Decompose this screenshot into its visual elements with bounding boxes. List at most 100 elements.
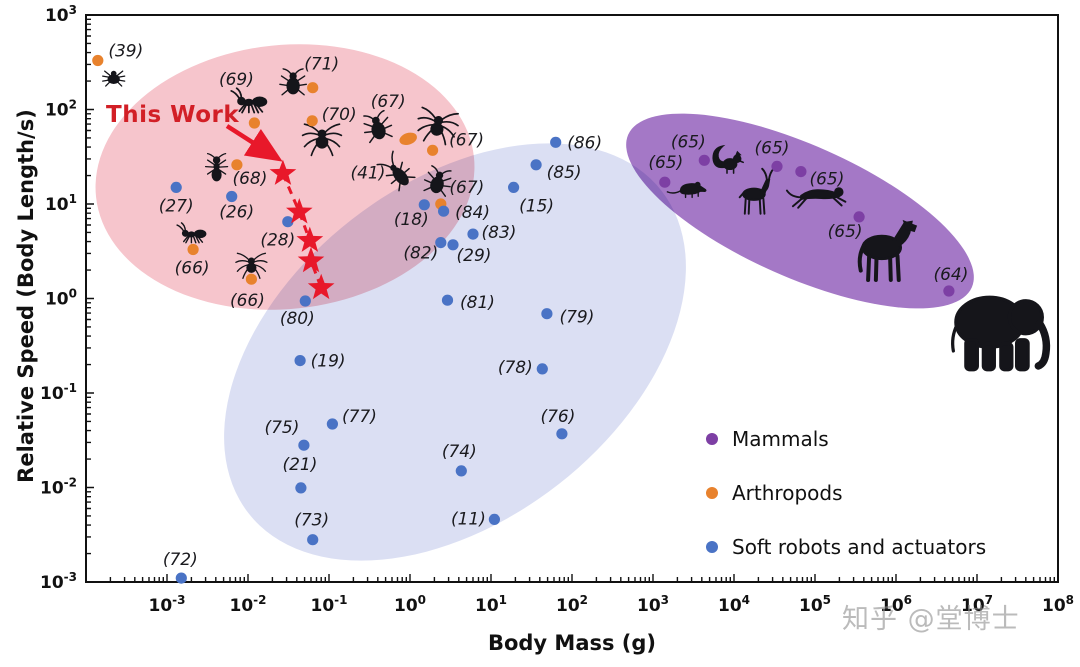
this-work-annotation: This Work — [106, 102, 240, 128]
point-ref-label: (74) — [442, 442, 477, 462]
point-ref-label: (68) — [232, 169, 267, 189]
y-tick-label: 103 — [45, 3, 77, 26]
this-work-star-marker — [297, 246, 325, 273]
point-ref-label: (39) — [108, 42, 143, 62]
point-ref-label: (72) — [163, 550, 198, 570]
soft_robots-point — [175, 572, 187, 584]
soft_robots-point — [170, 181, 182, 193]
point-ref-label: (67) — [371, 92, 406, 112]
soft_robots-point — [556, 428, 568, 440]
mammals-point — [853, 211, 865, 223]
point-ref-label: (19) — [311, 352, 346, 372]
squirrel-icon — [712, 144, 744, 174]
ant-side-icon — [176, 222, 207, 244]
legend-label-arthropods: Arthropods — [732, 481, 843, 505]
point-ref-label: (80) — [280, 309, 315, 329]
point-ref-label: (18) — [394, 210, 429, 230]
point-ref-label: (67) — [449, 178, 484, 198]
arthropods-point — [427, 144, 439, 156]
arthropods-point — [306, 115, 318, 127]
point-ref-label: (86) — [567, 133, 602, 153]
point-ref-label: (28) — [260, 231, 295, 251]
soft_robots-point — [438, 205, 450, 217]
soft_robots-point — [226, 190, 238, 203]
point-ref-label: (85) — [547, 163, 582, 183]
elephant-icon — [951, 295, 1051, 372]
this-work-arrow — [225, 124, 283, 162]
point-ref-label: (82) — [403, 244, 438, 264]
soft_robots-point — [298, 439, 310, 451]
soft_robots-point — [447, 239, 459, 251]
this-work-star-marker — [286, 198, 313, 224]
point-ref-label: (81) — [460, 293, 495, 313]
point-ref-label: (75) — [264, 418, 299, 438]
soft_robots-point — [307, 534, 319, 546]
soft_robots-point — [455, 465, 467, 477]
legend-item-arthropods: Arthropods — [706, 466, 986, 520]
arthropods-point — [231, 159, 243, 171]
legend-label-soft-robots: Soft robots and actuators — [732, 535, 987, 559]
y-tick-label: 10-2 — [40, 476, 77, 499]
point-ref-label: (27) — [159, 196, 194, 216]
x-axis-title: Body Mass (g) — [487, 631, 657, 655]
soft_robots-point — [550, 136, 562, 148]
soft_robots-point — [507, 181, 520, 193]
point-ref-label: (65) — [671, 132, 706, 152]
this-work-star-marker — [307, 273, 335, 300]
legend-label-mammals: Mammals — [732, 427, 829, 451]
soft_robots-point — [294, 355, 306, 367]
point-ref-label: (83) — [482, 223, 517, 243]
y-tick-label: 10-1 — [40, 381, 77, 404]
point-ref-label: (29) — [457, 246, 492, 266]
arthropods-point — [92, 54, 104, 67]
arthropods-point — [245, 273, 257, 285]
x-tick-label: 105 — [799, 593, 831, 616]
this-work-star-marker — [296, 226, 324, 252]
point-ref-label: (65) — [809, 170, 844, 190]
soft_robots-point — [295, 482, 307, 494]
soft_robots-point — [467, 228, 479, 240]
y-tick-label: 101 — [45, 192, 77, 215]
soft_robots-point — [441, 294, 454, 306]
beetle-icon — [363, 109, 393, 144]
soft_robots-point — [299, 295, 311, 307]
point-ref-label: (66) — [230, 291, 265, 311]
point-ref-label: (70) — [322, 105, 357, 125]
point-ref-label: (73) — [294, 511, 329, 531]
legend-item-soft-robots: Soft robots and actuators — [706, 520, 986, 574]
x-tick-label: 101 — [475, 593, 507, 616]
point-ref-label: (71) — [304, 55, 339, 75]
point-ref-label: (84) — [455, 203, 490, 223]
soft_robots-point — [282, 216, 294, 228]
point-ref-label: (77) — [342, 407, 377, 427]
arthropods-dot-icon — [706, 487, 718, 499]
point-ref-label: (79) — [559, 308, 594, 328]
point-ref-label: (65) — [755, 138, 790, 158]
watermark: 知乎 @堂博士 — [842, 604, 1020, 635]
mammals-dot-icon — [706, 433, 718, 445]
mammals-point — [698, 154, 710, 166]
y-tick-label: 102 — [45, 98, 77, 121]
spider-icon — [235, 252, 268, 279]
horse-icon — [857, 219, 918, 282]
beetle-icon — [279, 68, 308, 96]
soft_robots-point — [435, 237, 447, 249]
x-tick-label: 10-1 — [310, 593, 347, 616]
soft-robots-region — [224, 143, 686, 561]
soft_robots-point — [541, 308, 553, 320]
soft_robots-point — [536, 363, 548, 375]
arthropods-point — [248, 117, 260, 129]
this-work-star-marker — [269, 159, 297, 185]
point-ref-label: (21) — [282, 455, 317, 475]
tick-icon — [102, 70, 126, 87]
legend-item-mammals: Mammals — [706, 412, 986, 466]
point-ref-label: (69) — [219, 70, 254, 90]
arthropods-point — [187, 243, 199, 256]
point-ref-label: (11) — [451, 509, 486, 529]
soft-robots-dot-icon — [706, 541, 718, 553]
ant-icon — [204, 152, 229, 182]
ant-side-icon — [230, 87, 268, 114]
soft_robots-point — [418, 199, 430, 211]
soft_robots-point — [530, 159, 542, 171]
